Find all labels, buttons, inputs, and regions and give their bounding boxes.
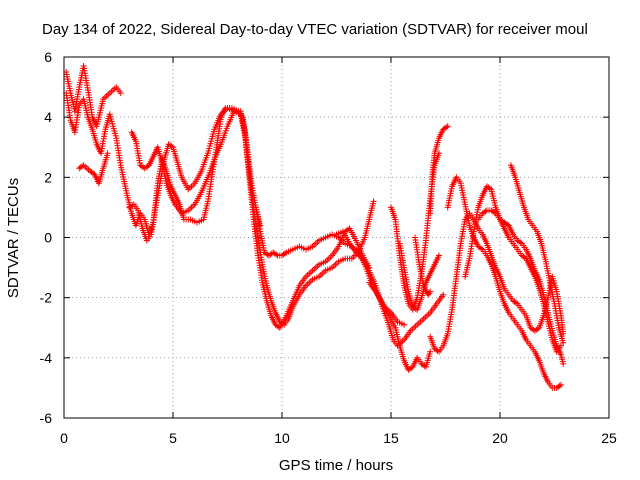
series-arc-11 [412,234,434,298]
x-tick-label: 0 [60,430,68,446]
series-arc-4 [128,108,377,328]
series-arc-16 [475,207,564,355]
chart-title: Day 134 of 2022, Sidereal Day-to-day VTE… [42,21,588,38]
y-tick-label: 2 [44,169,52,185]
x-axis-label: GPS time / hours [279,457,393,474]
y-axis-label: SDTVAR / TECUs [5,178,22,298]
y-tick-label: 6 [44,49,52,65]
series-arc-3 [76,150,111,187]
x-tick-label: 25 [601,430,617,446]
series-arc-17 [507,162,567,346]
y-tick-label: -6 [40,410,53,426]
series-arc-5 [126,105,373,331]
data-layer [63,63,567,391]
series-arc-1 [63,63,124,130]
x-tick-label: 15 [383,430,399,446]
series-arc-12 [427,123,451,217]
series-arc-8 [366,279,434,373]
y-tick-label: 4 [44,109,52,125]
y-tick-label: -2 [40,290,53,306]
x-tick-label: 10 [274,430,290,446]
series-arc-7 [333,228,447,349]
tick-layer: 0 5 10 15 20 25 -6 -4 -2 0 2 4 6 [40,49,617,446]
y-tick-label: 0 [44,230,52,246]
x-tick-label: 5 [169,430,177,446]
x-tick-label: 20 [492,430,508,446]
y-tick-label: -4 [40,350,53,366]
